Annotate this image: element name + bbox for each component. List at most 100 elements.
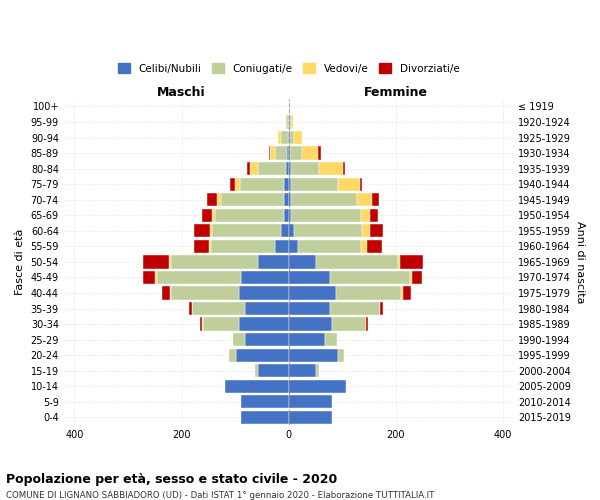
Bar bbox=[245, 333, 289, 346]
Bar bbox=[289, 333, 325, 346]
Bar bbox=[269, 146, 270, 160]
Bar bbox=[291, 208, 361, 222]
Bar bbox=[226, 380, 289, 393]
Bar bbox=[257, 364, 289, 378]
Bar bbox=[289, 271, 331, 284]
Bar bbox=[289, 380, 346, 393]
Bar bbox=[286, 162, 289, 175]
Bar bbox=[291, 162, 319, 175]
Bar bbox=[233, 333, 245, 346]
Bar bbox=[371, 193, 379, 206]
Legend: Celibi/Nubili, Coniugati/e, Vedovi/e, Divorziati/e: Celibi/Nubili, Coniugati/e, Vedovi/e, Di… bbox=[112, 58, 465, 79]
Bar bbox=[289, 224, 294, 237]
Bar bbox=[289, 256, 316, 268]
Bar bbox=[203, 318, 239, 330]
Bar bbox=[211, 240, 275, 253]
Bar bbox=[302, 146, 318, 160]
Y-axis label: Anni di nascita: Anni di nascita bbox=[575, 220, 585, 303]
Bar bbox=[221, 193, 284, 206]
Bar bbox=[298, 240, 361, 253]
Bar bbox=[289, 411, 332, 424]
Bar bbox=[215, 208, 284, 222]
Bar bbox=[290, 131, 294, 144]
Bar bbox=[370, 224, 383, 237]
Bar bbox=[360, 178, 362, 191]
Y-axis label: Fasce di età: Fasce di età bbox=[15, 228, 25, 295]
Bar bbox=[170, 286, 171, 300]
Bar bbox=[143, 256, 169, 268]
Bar bbox=[331, 271, 410, 284]
Bar bbox=[241, 271, 289, 284]
Bar bbox=[258, 162, 286, 175]
Bar bbox=[281, 224, 289, 237]
Bar bbox=[286, 116, 288, 128]
Bar bbox=[291, 178, 338, 191]
Bar bbox=[210, 224, 212, 237]
Bar bbox=[325, 333, 337, 346]
Bar bbox=[287, 131, 289, 144]
Bar bbox=[316, 256, 398, 268]
Bar bbox=[157, 271, 241, 284]
Bar bbox=[316, 364, 319, 378]
Bar bbox=[335, 286, 401, 300]
Bar bbox=[284, 208, 289, 222]
Bar bbox=[235, 178, 241, 191]
Bar bbox=[281, 131, 287, 144]
Bar bbox=[207, 193, 217, 206]
Bar bbox=[162, 286, 170, 300]
Bar bbox=[250, 162, 258, 175]
Bar bbox=[189, 302, 192, 315]
Bar bbox=[169, 256, 171, 268]
Bar bbox=[356, 193, 371, 206]
Bar bbox=[343, 162, 346, 175]
Bar bbox=[209, 240, 211, 253]
Bar bbox=[361, 208, 370, 222]
Bar bbox=[289, 364, 316, 378]
Bar bbox=[284, 178, 289, 191]
Bar bbox=[245, 302, 289, 315]
Bar bbox=[247, 162, 250, 175]
Bar bbox=[398, 256, 400, 268]
Bar bbox=[192, 302, 245, 315]
Bar bbox=[289, 395, 332, 408]
Bar bbox=[241, 411, 289, 424]
Text: Maschi: Maschi bbox=[157, 86, 206, 98]
Bar bbox=[171, 256, 257, 268]
Bar bbox=[275, 146, 287, 160]
Bar bbox=[239, 286, 289, 300]
Bar bbox=[202, 208, 212, 222]
Bar bbox=[289, 162, 291, 175]
Bar bbox=[289, 116, 291, 128]
Bar bbox=[331, 302, 380, 315]
Bar bbox=[412, 271, 422, 284]
Bar bbox=[319, 162, 343, 175]
Bar bbox=[403, 286, 410, 300]
Bar bbox=[361, 240, 367, 253]
Bar bbox=[289, 208, 291, 222]
Bar bbox=[289, 318, 332, 330]
Bar bbox=[370, 208, 378, 222]
Bar bbox=[256, 364, 257, 378]
Bar bbox=[289, 146, 290, 160]
Bar bbox=[236, 348, 289, 362]
Bar bbox=[362, 224, 370, 237]
Bar bbox=[291, 193, 356, 206]
Bar bbox=[289, 178, 291, 191]
Bar bbox=[287, 146, 289, 160]
Bar bbox=[212, 208, 215, 222]
Text: COMUNE DI LIGNANO SABBIADORO (UD) - Dati ISTAT 1° gennaio 2020 - Elaborazione TU: COMUNE DI LIGNANO SABBIADORO (UD) - Dati… bbox=[6, 491, 434, 500]
Bar bbox=[400, 256, 423, 268]
Bar bbox=[401, 286, 403, 300]
Bar bbox=[294, 224, 362, 237]
Bar bbox=[230, 178, 235, 191]
Bar bbox=[289, 302, 331, 315]
Text: Popolazione per età, sesso e stato civile - 2020: Popolazione per età, sesso e stato civil… bbox=[6, 472, 337, 486]
Bar bbox=[270, 146, 275, 160]
Bar bbox=[289, 193, 291, 206]
Bar bbox=[289, 348, 338, 362]
Bar bbox=[338, 178, 360, 191]
Bar bbox=[294, 131, 302, 144]
Bar bbox=[239, 318, 289, 330]
Bar bbox=[194, 240, 209, 253]
Bar bbox=[217, 193, 221, 206]
